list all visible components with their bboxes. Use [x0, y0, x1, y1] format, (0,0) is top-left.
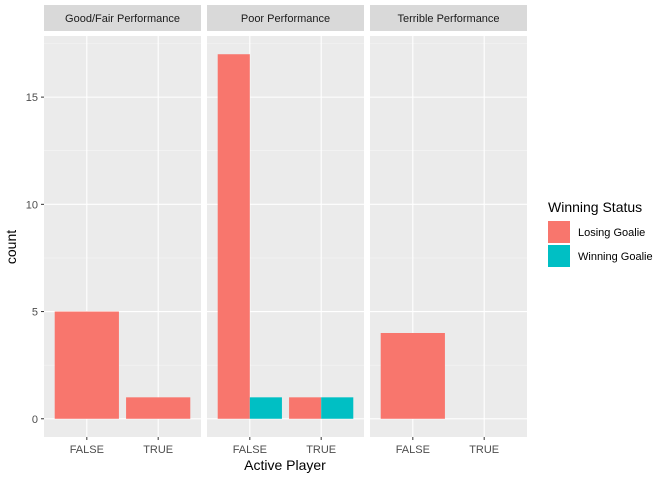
- facet-strip: [207, 5, 364, 31]
- legend-key-label: Winning Goalie: [578, 251, 653, 263]
- legend-key-swatch: [548, 245, 570, 267]
- facet-strip-label: Good/Fair Performance: [65, 13, 180, 25]
- facet-strip-label: Terrible Performance: [397, 13, 499, 25]
- bar: [54, 311, 119, 419]
- bar: [249, 397, 282, 419]
- bar: [217, 54, 250, 419]
- x-tick-label: TRUE: [143, 444, 173, 456]
- facet-panel: Good/Fair Performance FALSE TRUE: [44, 5, 201, 456]
- legend-key-swatch: [548, 221, 570, 243]
- facet-strip: [44, 5, 201, 31]
- x-tick-label: FALSE: [396, 444, 430, 456]
- bar: [126, 397, 191, 419]
- y-tick-label: 5: [32, 307, 38, 319]
- y-tick-label: 15: [26, 92, 38, 104]
- legend-key-label: Losing Goalie: [578, 227, 645, 239]
- legend: Winning Status Losing Goalie Winning Goal…: [548, 199, 653, 267]
- x-tick-label: TRUE: [306, 444, 336, 456]
- x-tick-label: TRUE: [469, 444, 499, 456]
- y-tick-label: 10: [26, 199, 38, 211]
- y-axis-title: count: [3, 230, 19, 264]
- bar: [380, 332, 445, 419]
- x-tick-label: FALSE: [70, 444, 104, 456]
- legend-title: Winning Status: [548, 199, 642, 215]
- bar: [321, 397, 354, 419]
- facet-panel: Poor Performance FALSE TRUE: [207, 5, 364, 456]
- facet-strip-label: Poor Performance: [241, 13, 330, 25]
- y-axis: 0 5 10 15: [26, 92, 44, 426]
- y-tick-label: 0: [32, 414, 38, 426]
- facet-strip: [370, 5, 527, 31]
- bar: [289, 397, 322, 419]
- x-tick-label: FALSE: [233, 444, 267, 456]
- legend-keys: Losing Goalie Winning Goalie: [548, 221, 653, 267]
- facet-panel: Terrible Performance FALSE TRUE: [370, 5, 527, 456]
- x-axis-title: Active Player: [244, 457, 326, 473]
